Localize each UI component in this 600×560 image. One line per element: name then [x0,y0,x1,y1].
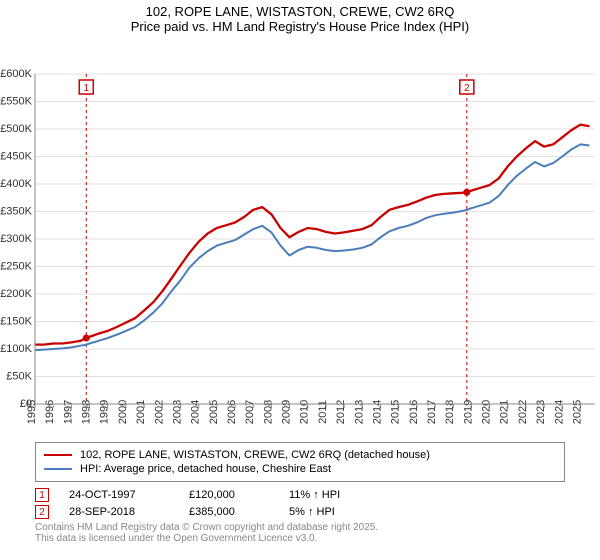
svg-text:2023: 2023 [535,400,547,424]
svg-text:1: 1 [83,83,89,94]
svg-text:£300K: £300K [0,233,32,245]
legend-row: HPI: Average price, detached house, Ches… [44,463,556,475]
svg-text:2010: 2010 [299,400,311,424]
chart-svg: £0£50K£100K£150K£200K£250K£300K£350K£400… [0,34,600,434]
svg-text:2001: 2001 [135,400,147,424]
svg-text:2014: 2014 [371,400,383,424]
svg-text:2015: 2015 [390,400,402,424]
svg-text:1996: 1996 [44,400,56,424]
tx-hpi: 5% ↑ HPI [289,506,389,518]
svg-text:£200K: £200K [0,288,32,300]
svg-text:£250K: £250K [0,261,32,273]
svg-text:2020: 2020 [481,400,493,424]
svg-text:2018: 2018 [444,400,456,424]
legend-label: 102, ROPE LANE, WISTASTON, CREWE, CW2 6R… [80,449,430,461]
table-row: 2 28-SEP-2018£385,0005% ↑ HPI [35,505,565,519]
svg-text:£600K: £600K [0,68,32,80]
table-row: 1 24-OCT-1997£120,00011% ↑ HPI [35,488,565,502]
svg-text:2022: 2022 [517,400,529,424]
svg-text:1997: 1997 [62,400,74,424]
footer: Contains HM Land Registry data © Crown c… [35,522,565,544]
svg-text:2017: 2017 [426,400,438,424]
legend-swatch [44,454,72,456]
svg-text:2013: 2013 [353,400,365,424]
tx-date: 28-SEP-2018 [69,506,189,518]
svg-text:2006: 2006 [226,400,238,424]
svg-text:2021: 2021 [499,400,511,424]
footer-line-2: This data is licensed under the Open Gov… [35,533,565,544]
svg-text:2004: 2004 [190,400,202,424]
svg-text:£150K: £150K [0,316,32,328]
svg-text:2005: 2005 [208,400,220,424]
tx-price: £385,000 [189,506,289,518]
svg-text:1995: 1995 [26,400,38,424]
svg-text:2000: 2000 [117,400,129,424]
price-chart: £0£50K£100K£150K£200K£250K£300K£350K£400… [0,34,600,434]
svg-text:1998: 1998 [81,400,93,424]
svg-text:£550K: £550K [0,96,32,108]
tx-price: £120,000 [189,489,289,501]
svg-text:2024: 2024 [553,400,565,424]
tx-date: 24-OCT-1997 [69,489,189,501]
title-line-1: 102, ROPE LANE, WISTASTON, CREWE, CW2 6R… [0,4,600,19]
svg-text:£500K: £500K [0,123,32,135]
legend: 102, ROPE LANE, WISTASTON, CREWE, CW2 6R… [35,442,565,482]
tx-hpi: 11% ↑ HPI [289,489,389,501]
footer-line-1: Contains HM Land Registry data © Crown c… [35,522,565,533]
title-line-2: Price paid vs. HM Land Registry's House … [0,19,600,34]
svg-text:2: 2 [464,83,470,94]
svg-text:£100K: £100K [0,343,32,355]
svg-text:£450K: £450K [0,151,32,163]
legend-row: 102, ROPE LANE, WISTASTON, CREWE, CW2 6R… [44,449,556,461]
svg-text:2019: 2019 [462,400,474,424]
svg-text:2012: 2012 [335,400,347,424]
marker-box: 1 [35,488,49,502]
svg-text:2008: 2008 [262,400,274,424]
svg-text:2025: 2025 [571,400,583,424]
marker-box: 2 [35,505,49,519]
svg-text:£400K: £400K [0,178,32,190]
svg-text:1999: 1999 [99,400,111,424]
legend-label: HPI: Average price, detached house, Ches… [80,463,331,475]
svg-text:£50K: £50K [6,371,32,383]
svg-text:2002: 2002 [153,400,165,424]
svg-text:2016: 2016 [408,400,420,424]
svg-text:2009: 2009 [281,400,293,424]
svg-text:2007: 2007 [244,400,256,424]
svg-text:2003: 2003 [171,400,183,424]
svg-text:£350K: £350K [0,206,32,218]
transaction-table: 1 24-OCT-1997£120,00011% ↑ HPI 2 28-SEP-201… [35,488,565,519]
legend-swatch [44,468,72,470]
